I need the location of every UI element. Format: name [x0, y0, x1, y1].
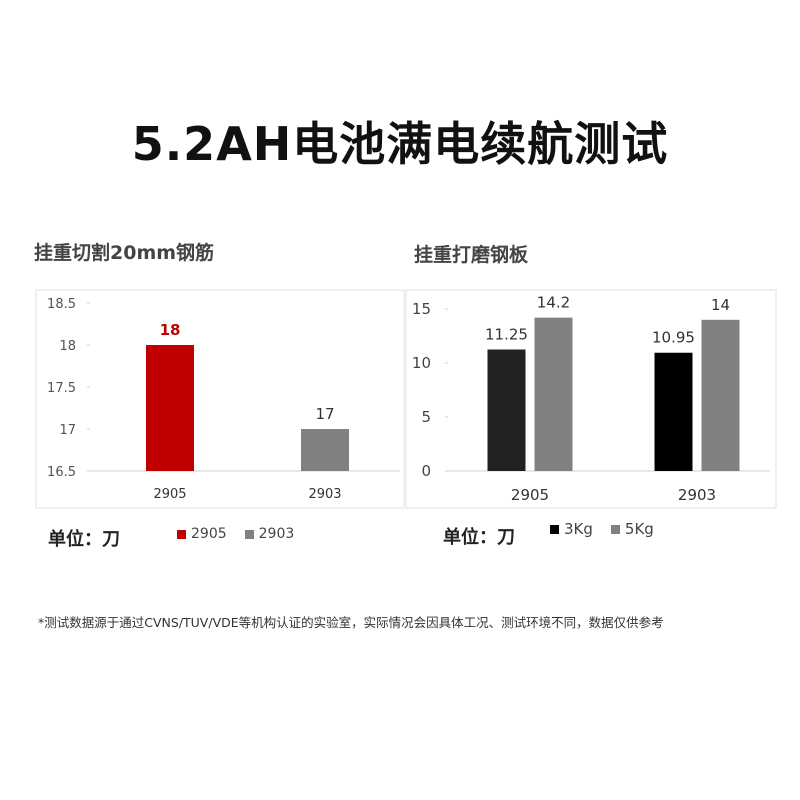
right-data-label-2903-5kg: 14	[711, 296, 730, 314]
right-bar-2905-3kg	[487, 349, 526, 471]
left-bar-2905	[146, 345, 194, 471]
left-y-tick-label: 18	[59, 339, 76, 354]
right-data-label-2903-3kg: 10.95	[652, 329, 695, 347]
left-data-label-2903: 17	[315, 405, 334, 423]
page-title: 5.2AH电池满电续航测试	[131, 117, 669, 171]
right-data-label-2905-3kg: 11.25	[485, 326, 528, 344]
right-legend-item-3kg: 3Kg	[550, 520, 593, 538]
right-bar-2903-5kg	[701, 319, 740, 471]
left-legend: 2905 2903	[177, 526, 306, 542]
right-x-tick-label: 2903	[678, 486, 716, 504]
left-y-tick-label: 18.5	[47, 297, 76, 312]
left-bar-2903	[301, 429, 349, 471]
left-legend-item-2905: 2905	[177, 526, 227, 542]
left-legend-swatch-2905	[177, 529, 186, 539]
left-legend-label-2903: 2903	[258, 526, 295, 542]
left-data-label-2905: 18	[160, 321, 181, 339]
right-bar-2903-3kg	[654, 352, 693, 471]
right-chart-title: 挂重打磨钢板	[414, 244, 529, 266]
left-unit-label: 单位：刀	[48, 529, 120, 550]
right-legend-label-3kg: 3Kg	[564, 520, 593, 538]
right-data-label-2905-5kg: 14.2	[537, 294, 570, 312]
left-legend-item-2903: 2903	[244, 526, 295, 542]
right-legend-item-5kg: 5Kg	[610, 520, 654, 538]
footnote: *测试数据源于通过CVNS/TUV/VDE等机构认证的实验室，实际情况会因具体工…	[38, 615, 664, 630]
right-legend: 3Kg 5Kg	[550, 520, 666, 538]
right-bar-2905-5kg	[534, 317, 573, 471]
left-y-tick-label: 17	[59, 423, 76, 438]
left-chart-frame	[35, 289, 405, 509]
right-unit-label: 单位：刀	[443, 527, 515, 548]
right-legend-swatch-3kg	[550, 524, 559, 534]
right-y-tick-label: 5	[421, 408, 431, 426]
right-x-tick-label: 2905	[511, 486, 549, 504]
left-y-tick-label: 17.5	[47, 381, 76, 396]
left-x-tick-label: 2905	[153, 487, 186, 502]
right-y-tick-label: 10	[412, 354, 431, 372]
right-y-tick-label: 0	[421, 462, 431, 480]
right-y-tick-label: 15	[412, 300, 431, 318]
right-legend-swatch-5kg	[610, 524, 620, 534]
right-legend-label-5kg: 5Kg	[624, 520, 654, 538]
left-x-tick-label: 2903	[308, 487, 341, 502]
left-legend-swatch-2903	[244, 529, 254, 539]
left-y-tick-label: 16.5	[47, 465, 76, 480]
left-legend-label-2905: 2905	[191, 526, 227, 542]
right-chart-frame	[405, 289, 777, 509]
left-chart-title: 挂重切割20mm钢筋	[34, 242, 215, 264]
